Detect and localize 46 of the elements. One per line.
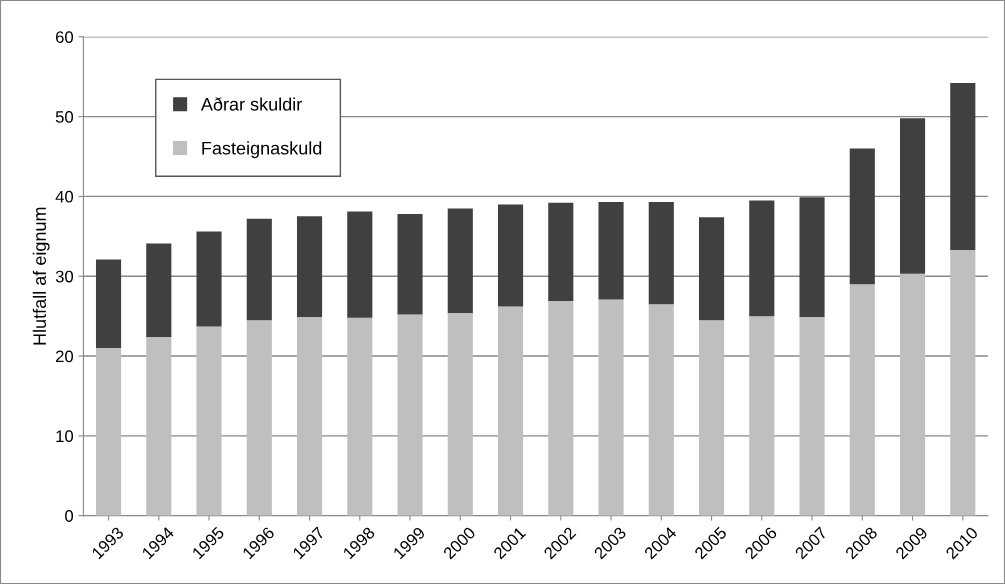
bar	[397, 213, 423, 315]
bar	[899, 118, 926, 274]
bar	[196, 231, 222, 327]
bar	[447, 208, 473, 313]
bar	[497, 306, 524, 516]
bar	[548, 300, 574, 516]
y-axis-title: Hlutfall af eignum	[32, 207, 50, 345]
bar	[95, 348, 122, 516]
bar	[849, 148, 875, 285]
y-tick-label: 0	[65, 510, 74, 522]
bar	[146, 243, 172, 337]
y-tick-label: 20	[55, 350, 74, 363]
bar	[698, 320, 725, 516]
bar	[648, 202, 674, 305]
y-tick-label: 10	[56, 430, 74, 443]
bar	[950, 249, 976, 516]
y-tick-label: 50	[55, 111, 74, 123]
bar	[347, 211, 373, 318]
bar	[648, 304, 674, 516]
bar	[296, 316, 323, 516]
bar	[548, 202, 574, 301]
bar	[347, 317, 373, 516]
y-tick-label: 60	[56, 31, 74, 43]
bar	[246, 218, 272, 321]
bar	[799, 197, 825, 317]
bar	[849, 284, 875, 516]
bar	[899, 273, 926, 516]
bar	[598, 202, 624, 300]
y-tick-label: 30	[55, 270, 74, 283]
bar	[950, 83, 976, 250]
legend-label: Fasteignaskuld	[202, 141, 322, 159]
bar	[799, 316, 825, 516]
bar	[296, 216, 323, 317]
bar	[698, 217, 725, 321]
bar	[397, 314, 423, 516]
bar	[497, 204, 524, 307]
legend-label: Aðrar skuldir	[200, 97, 302, 111]
bar	[598, 299, 624, 516]
bar	[95, 259, 122, 349]
bar	[146, 336, 172, 516]
y-tick-label: 40	[55, 190, 74, 203]
bar	[447, 312, 473, 516]
bar	[749, 316, 775, 516]
bar	[196, 326, 222, 516]
bar	[749, 200, 775, 317]
bar	[246, 320, 272, 516]
